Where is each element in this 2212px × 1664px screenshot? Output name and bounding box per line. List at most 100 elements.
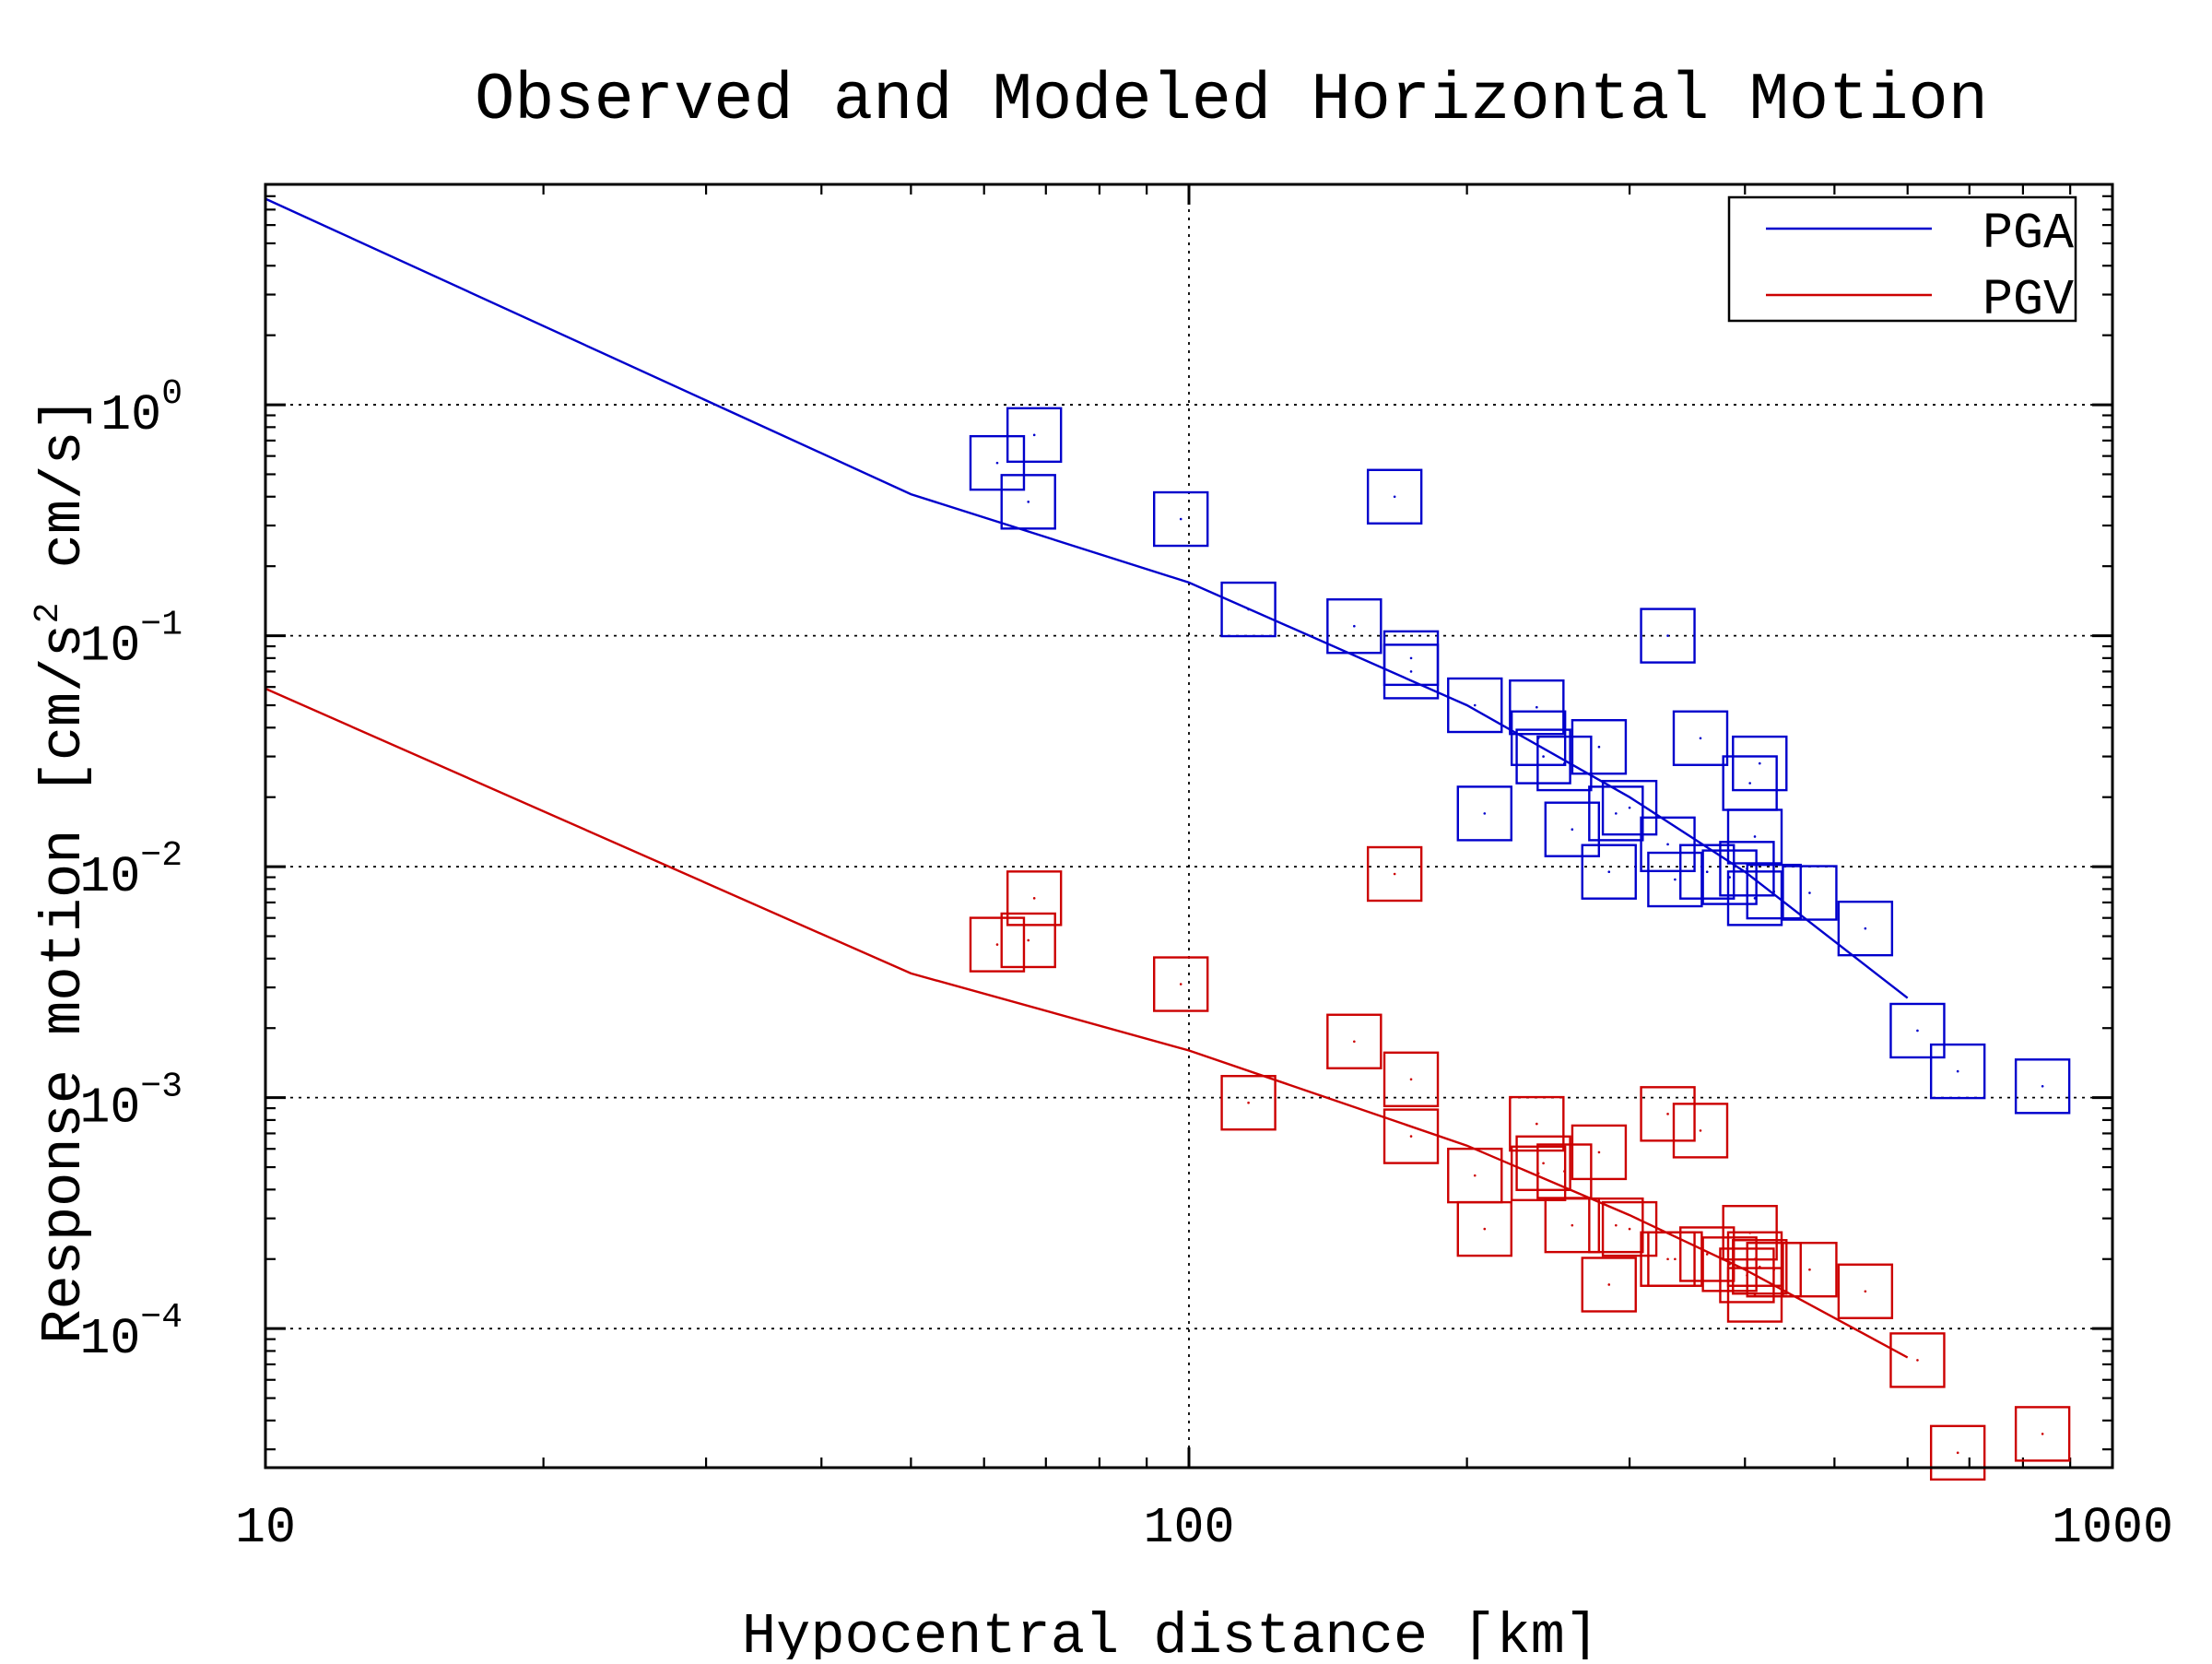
pga-observation-dot (1483, 812, 1487, 815)
pga-observation-dot (1628, 806, 1631, 809)
pgv-observation-marker (1588, 1197, 1644, 1254)
pgv-observation-marker (969, 916, 1026, 973)
pgv-observation-dot (1864, 1290, 1867, 1293)
pga-observation-marker (1929, 1043, 1986, 1100)
pgv-observation-dot (1535, 1122, 1538, 1126)
y-tick-label-base: 10 (100, 386, 161, 444)
pgv-observation-dot (1705, 1253, 1709, 1256)
y-tick-label-exponent: −3 (140, 1068, 182, 1107)
pgv-observation-dot (1571, 1223, 1574, 1227)
pga-observation-marker (1000, 474, 1056, 530)
pgv-observation-marker (1726, 1231, 1783, 1287)
pga-observation-dot (1597, 745, 1601, 749)
pga-observation-marker (1006, 407, 1063, 464)
pgv-observation-dot (1409, 1078, 1413, 1081)
pga-observation-dot (1615, 812, 1618, 815)
pgv-observation-marker (1515, 1135, 1571, 1191)
pgv-observation-marker (1382, 1051, 1440, 1108)
pga-observation-dot (1353, 624, 1356, 628)
pga-observation-marker (1588, 785, 1644, 842)
y-tick-label-exponent: −2 (140, 836, 182, 876)
pga-observation-marker (1672, 710, 1729, 766)
series-layer (265, 197, 2071, 1481)
pgv-observation-dot (1483, 1227, 1487, 1231)
pgv-observation-dot (1179, 983, 1182, 985)
pgv-observation-marker (1672, 1103, 1729, 1159)
pga-observation-dot (1666, 843, 1669, 846)
pgv-observation-dot (1247, 1101, 1250, 1104)
pga-observation-dot (1563, 761, 1566, 765)
pga-observation-dot (1753, 835, 1757, 838)
pga-observation-marker (1456, 785, 1512, 842)
chart-title: Observed and Modeled Horizontal Motion (475, 63, 1988, 138)
y-tick-label: 10−2 (79, 836, 182, 906)
y-axis-label: Response motion [cm/s2 cm/s] (29, 396, 97, 1343)
plot-frame (264, 183, 2114, 1469)
pgv-observation-dot (1956, 1451, 1959, 1455)
y-axis-label-superscript: 2 (29, 603, 68, 624)
pgv-observation-dot (1409, 1135, 1413, 1138)
pgv-observation-marker (1571, 1124, 1628, 1181)
pga-observation-marker (1447, 677, 1503, 734)
pga-observation-marker (1647, 851, 1703, 908)
pgv-observation-marker (1153, 956, 1209, 1012)
pga-observation-marker (969, 434, 1026, 491)
pgv-observation-marker (1726, 1267, 1783, 1323)
pgv-observation-dot (1027, 938, 1030, 942)
y-tick-label-exponent: −1 (140, 606, 182, 645)
y-tick-label: 10−3 (79, 1068, 182, 1138)
pga-observation-marker (1581, 844, 1637, 900)
y-axis-label-part-2: cm/s] (31, 396, 97, 602)
pgv-observation-dot (1353, 1040, 1356, 1044)
y-tick-label: 100 (100, 374, 182, 444)
y-tick-label-base: 10 (79, 1310, 140, 1368)
pgv-observation-marker (1366, 845, 1423, 903)
pgv-observation-dot (1808, 1268, 1811, 1271)
pgv-model-line (265, 687, 1909, 1359)
pgv-observation-marker (1220, 1075, 1277, 1131)
pgv-observation-dot (1032, 897, 1036, 900)
y-tick-label-exponent: −4 (140, 1298, 182, 1338)
pga-observation-marker (1382, 643, 1440, 700)
pga-observation-dot (2041, 1085, 2044, 1088)
y-tick-label-exponent: 0 (161, 374, 182, 414)
pga-observation-dot (1705, 870, 1709, 873)
pgv-observation-marker (1889, 1332, 1946, 1388)
pgv-observation-dot (1628, 1227, 1631, 1231)
y-tick-label: 10−4 (79, 1298, 182, 1368)
pga-observation-dot (1748, 782, 1751, 785)
y-tick-label-base: 10 (79, 618, 140, 676)
legend-label-pga: PGA (1983, 205, 2074, 263)
pgv-observation-dot (1666, 1257, 1669, 1261)
pgv-observation-marker (1640, 1086, 1696, 1142)
pga-observation-dot (995, 461, 999, 465)
pga-observation-dot (1753, 897, 1757, 900)
pga-observation-dot (1916, 1029, 1919, 1033)
pga-observation-marker (1726, 808, 1783, 865)
pga-observation-dot (1027, 501, 1030, 503)
pgv-observation-dot (1473, 1174, 1477, 1177)
pga-observation-marker (1509, 679, 1565, 736)
pga-observation-dot (1772, 890, 1776, 893)
pgv-observation-marker (1647, 1231, 1703, 1287)
pga-observation-marker (1601, 779, 1658, 836)
pgv-observation-dot (1699, 1129, 1702, 1132)
pga-observation-marker (1746, 863, 1802, 920)
pga-observation-marker (1366, 468, 1423, 525)
x-tick-label: 10 (235, 1499, 296, 1557)
pga-observation-marker (2014, 1058, 2071, 1115)
pgv-observation-dot (1666, 1113, 1669, 1115)
pgv-observation-marker (1456, 1200, 1512, 1257)
x-tick-label: 1000 (2052, 1499, 2173, 1557)
pga-observation-marker (1732, 735, 1788, 792)
pgv-observation-marker (1837, 1263, 1894, 1319)
pgv-observation-marker (1782, 1242, 1838, 1298)
pga-observation-dot (1247, 608, 1250, 611)
pga-observation-dot (1535, 705, 1538, 709)
pgv-observation-dot (1674, 1257, 1677, 1261)
y-tick-label-base: 10 (79, 848, 140, 906)
pga-observation-marker (1571, 719, 1628, 775)
pga-observation-dot (1758, 761, 1761, 765)
